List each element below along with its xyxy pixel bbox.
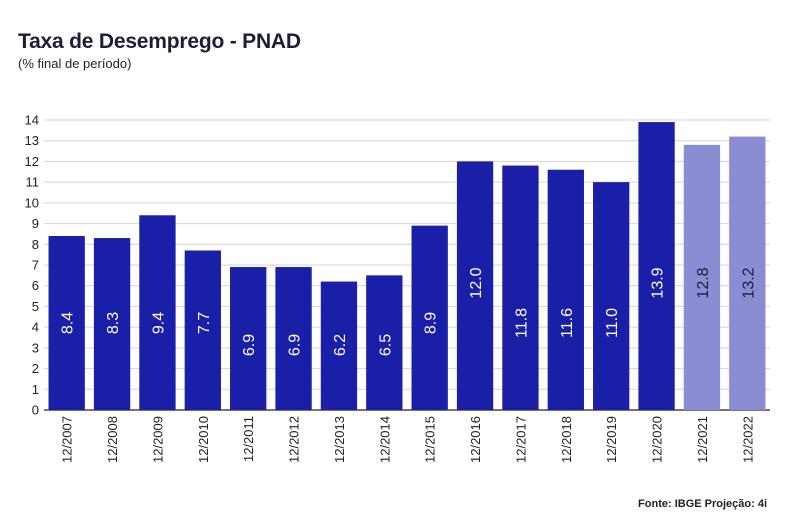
- data-label: 13.2: [740, 267, 757, 298]
- bar-12-2022: [729, 136, 766, 411]
- data-label: 11.8: [513, 308, 530, 338]
- y-tick-label: 0: [32, 403, 39, 418]
- bar-12-2019: [593, 182, 630, 410]
- data-label: 8.3: [105, 312, 122, 334]
- x-tick-label: 12/2019: [604, 416, 619, 463]
- bar-12-2011: [230, 267, 267, 410]
- bar-12-2021: [683, 144, 721, 410]
- data-label: 9.4: [150, 312, 167, 334]
- x-tick-label: 12/2007: [60, 416, 75, 463]
- x-tick-label: 12/2013: [332, 416, 347, 463]
- y-tick-label: 2: [32, 361, 39, 376]
- y-tick-label: 9: [32, 216, 39, 231]
- x-tick-label: 12/2021: [695, 416, 710, 463]
- y-tick-label: 11: [26, 175, 40, 190]
- x-tick-label: 12/2008: [105, 416, 120, 463]
- y-tick-label: 10: [25, 195, 39, 210]
- x-tick-label: 12/2017: [513, 416, 528, 463]
- data-label: 7.7: [196, 312, 213, 334]
- x-tick-label: 12/2020: [650, 416, 665, 463]
- bar-12-2014: [366, 275, 403, 410]
- x-tick-label: 12/2011: [241, 416, 256, 462]
- bar-12-2018: [547, 169, 584, 410]
- y-tick-label: 13: [25, 133, 39, 148]
- data-label: 12.8: [695, 267, 712, 298]
- bar-12-2007: [48, 236, 85, 410]
- bar-12-2020: [638, 122, 675, 411]
- data-label: 11.6: [559, 308, 576, 338]
- x-tick-label: 12/2009: [150, 416, 165, 463]
- x-tick-label: 12/2014: [377, 416, 392, 463]
- data-label: 6.9: [241, 334, 258, 356]
- x-tick-label: 12/2022: [740, 416, 755, 463]
- y-tick-label: 12: [25, 154, 39, 169]
- y-tick-label: 5: [32, 299, 39, 314]
- data-label: 8.9: [423, 312, 440, 334]
- y-tick-label: 3: [32, 340, 39, 355]
- source-note: Fonte: IBGE Projeção: 4i: [638, 498, 767, 510]
- chart-subtitle: (% final de período): [18, 56, 132, 71]
- x-tick-label: 12/2012: [287, 416, 302, 463]
- data-label: 11.0: [604, 308, 621, 338]
- bar-12-2015: [411, 225, 448, 410]
- bar-12-2016: [456, 161, 494, 410]
- bars: [48, 122, 766, 411]
- data-label: 6.2: [332, 334, 349, 356]
- bar-12-2012: [275, 267, 312, 410]
- data-label: 8.4: [60, 312, 77, 334]
- x-tick-label: 12/2016: [468, 416, 483, 463]
- x-axis-ticks: 12/2007 12/2008 12/2009 12/2010 12/2011 12/20…: [60, 416, 756, 463]
- bar-12-2013: [320, 281, 358, 410]
- y-tick-label: 4: [32, 320, 39, 335]
- bar-12-2010: [184, 250, 221, 410]
- data-labels: 8.4 8.3 9.4 7.7 6.9 6.9 6.2 6.5 8.9 12.0 11.8 11.6 1…: [60, 267, 758, 356]
- data-label: 6.5: [377, 334, 394, 356]
- y-tick-label: 14: [25, 113, 39, 128]
- data-label: 13.9: [650, 267, 667, 298]
- y-tick-label: 6: [32, 278, 39, 293]
- x-tick-label: 12/2018: [559, 416, 574, 463]
- x-tick-label: 12/2010: [196, 416, 211, 463]
- y-tick-label: 1: [32, 382, 39, 397]
- bar-12-2009: [139, 215, 176, 410]
- bar-12-2008: [93, 238, 131, 410]
- chart-title: Taxa de Desemprego - PNAD: [18, 30, 301, 53]
- y-tick-label: 7: [32, 258, 39, 273]
- bar-12-2017: [502, 165, 539, 410]
- data-label: 6.9: [287, 334, 304, 356]
- y-tick-label: 8: [32, 237, 39, 252]
- x-tick-label: 12/2015: [423, 416, 438, 463]
- data-label: 12.0: [468, 267, 485, 298]
